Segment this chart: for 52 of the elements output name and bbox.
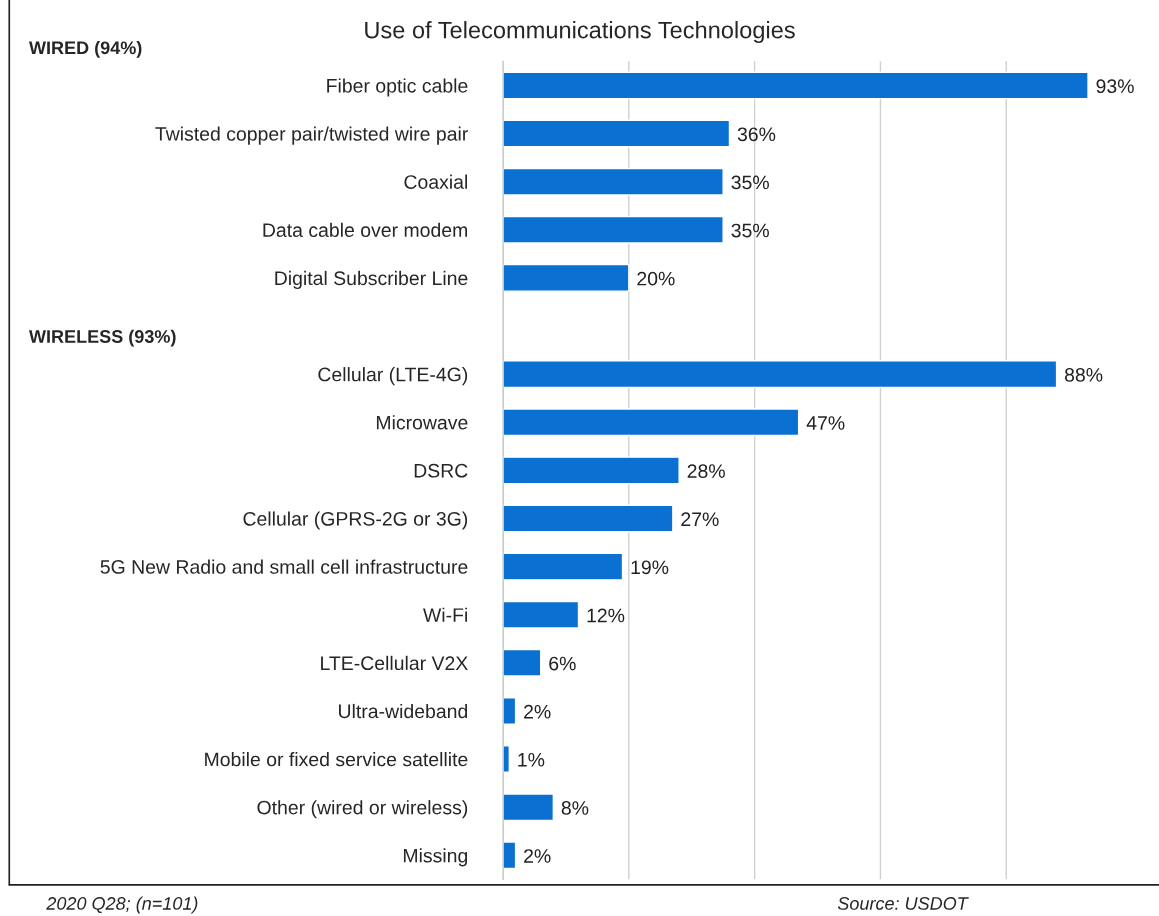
y-tick-label: Mobile or fixed service satellite [205, 752, 468, 767]
data-label: 20% [637, 271, 675, 286]
chart-title: Use of Telecommunications Technologies [365, 21, 795, 44]
data-label: 28% [687, 464, 725, 478]
bar [503, 841, 517, 870]
data-label: 93% [1096, 79, 1134, 94]
source-note: Source: USDOT [837, 897, 969, 910]
data-label: 12% [587, 608, 625, 623]
y-tick-label: Missing [403, 848, 468, 867]
bar [503, 408, 800, 437]
data-label: 8% [561, 801, 589, 815]
y-tick-label: Other (wired or wireless) [257, 800, 468, 819]
data-label: 1% [518, 753, 545, 767]
data-label: 47% [806, 416, 845, 430]
y-tick-label: LTE-Cellular V2X [321, 655, 468, 671]
bar [503, 697, 517, 725]
bar [503, 648, 542, 677]
text: WIRELESS (93%) [28, 329, 176, 347]
text: 2020 Q28; (n=101) [46, 896, 198, 914]
data-label: 2% [524, 704, 551, 719]
data-label: 88% [1064, 367, 1103, 382]
data-label: 6% [549, 656, 576, 671]
bar [503, 215, 724, 244]
y-tick-label: Wi-Fi [423, 607, 467, 622]
bar [503, 600, 580, 629]
y-tick-label: Cellular (GPRS-2G or 3G) [243, 511, 468, 530]
y-tick-label: Cellular (LTE-4G) [318, 367, 468, 386]
bar [503, 167, 724, 196]
data-label: 35% [731, 175, 769, 190]
y-tick-label: Digital Subscriber Line [275, 270, 468, 289]
y-tick-label: Microwave [376, 415, 468, 430]
bar [503, 793, 555, 822]
y-tick-label: Ultra-wideband [339, 703, 468, 719]
bar [503, 360, 1058, 389]
y-tick-label: DSRC [414, 463, 468, 478]
data-label: 35% [731, 223, 769, 238]
y-tick-label: Data cable over modem [263, 222, 468, 238]
bar [503, 263, 630, 292]
bar [503, 552, 624, 581]
text: WIRED (94%) [28, 40, 142, 58]
bar [503, 119, 731, 148]
y-tick-label: Coaxial [404, 174, 467, 189]
data-label: 19% [631, 560, 669, 575]
y-tick-label: Twisted copper pair/twisted wire pair [155, 126, 468, 145]
data-label: 2% [524, 849, 551, 863]
bar [503, 71, 1089, 100]
bar [503, 504, 674, 533]
data-label: 36% [737, 127, 776, 142]
y-tick-label: Fiber optic cable [327, 78, 468, 97]
data-label: 27% [681, 512, 719, 527]
bar [503, 456, 680, 485]
y-tick-label: 5G New Radio and small cell infrastructure [100, 559, 468, 574]
